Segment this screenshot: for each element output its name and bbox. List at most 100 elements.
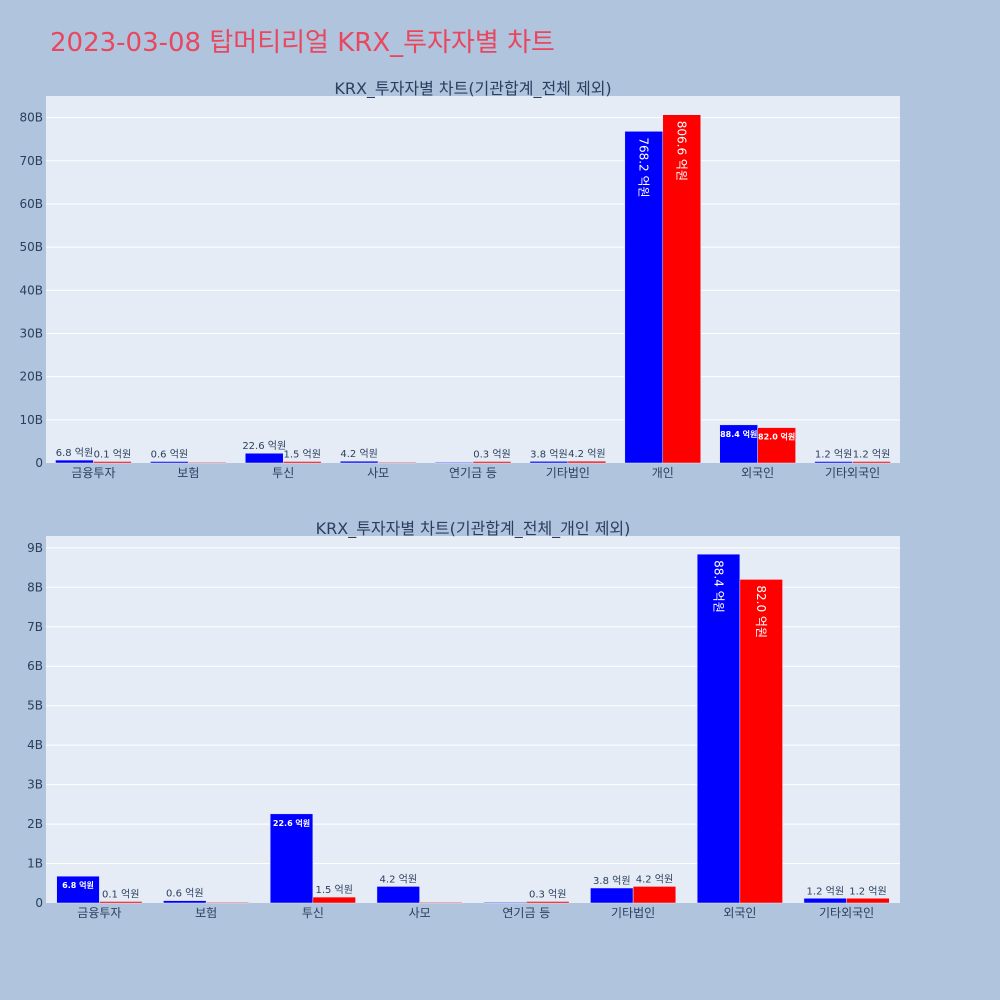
x-tick-label: 보험: [195, 906, 217, 920]
chart-title: KRX_투자자별 차트(기관합계_전체_개인 제외): [316, 519, 631, 539]
bar: [624, 131, 664, 464]
bar: [434, 461, 474, 464]
bar: [739, 579, 783, 904]
bar: [472, 461, 512, 464]
x-tick-label: 기타법인: [611, 906, 655, 920]
data-label: 1.5 억원: [283, 449, 320, 461]
bar: [188, 461, 227, 464]
bar: [376, 886, 420, 904]
bar: [419, 901, 463, 904]
data-label: 768.2 억원: [637, 137, 651, 197]
data-label: 82.0 억원: [758, 432, 795, 442]
y-tick-label: 8B: [27, 580, 43, 594]
x-tick-label: 외국인: [723, 906, 756, 920]
x-tick-label: 투신: [302, 906, 324, 920]
data-label: 6.8 억원: [56, 447, 93, 459]
bar: [282, 461, 322, 464]
bar: [312, 896, 356, 904]
y-tick-label: 9B: [27, 541, 43, 555]
plot-area: [46, 96, 900, 463]
bar: [55, 459, 94, 464]
x-tick-label: 금융투자: [71, 466, 115, 480]
x-tick-label: 개인: [652, 466, 674, 480]
bar: [632, 886, 677, 904]
data-label: 806.6 억원: [675, 121, 689, 181]
data-label: 0.6 억원: [166, 888, 203, 900]
bar: [339, 460, 379, 464]
data-label: 1.2 억원: [815, 449, 852, 461]
x-tick-label: 기타외국인: [825, 466, 880, 480]
bar: [245, 452, 284, 464]
data-label: 88.4 억원: [720, 429, 757, 439]
y-tick-label: 60B: [19, 197, 43, 211]
data-label: 4.2 억원: [340, 448, 377, 460]
bar: [269, 813, 314, 904]
y-tick-label: 6B: [27, 659, 43, 673]
data-label: 3.8 억원: [530, 448, 567, 460]
bar: [205, 901, 250, 904]
y-tick-label: 4B: [27, 738, 43, 752]
bar: [150, 461, 189, 464]
bar: [526, 901, 570, 904]
chart-top: KRX_투자자별 차트(기관합계_전체 제외) 0 10B 20B 30B 40B 50B 6…: [19, 79, 900, 480]
data-label: 82.0 억원: [754, 585, 768, 638]
bar: [56, 875, 100, 904]
page-title: 2023-03-08 탑머티리얼 KRX_투자자별 차트: [50, 28, 555, 58]
y-tick-label: 80B: [19, 111, 43, 125]
y-tick-label: 3B: [27, 778, 43, 792]
y-tick-label: 50B: [19, 240, 43, 254]
y-tick-label: 7B: [27, 620, 43, 634]
y-tick-label: 40B: [19, 283, 43, 297]
bar: [814, 461, 853, 464]
bar: [163, 900, 207, 904]
y-tick-label: 30B: [19, 326, 43, 340]
x-tick-label: 사모: [409, 906, 431, 920]
data-label: 0.1 억원: [94, 449, 131, 461]
data-label: 22.6 억원: [242, 440, 286, 452]
bar: [846, 898, 890, 904]
bar: [852, 461, 891, 464]
y-tick-label: 2B: [27, 817, 43, 831]
bar: [696, 553, 741, 904]
chart-title: KRX_투자자별 차트(기관합계_전체 제외): [334, 79, 611, 99]
data-label: 6.8 억원: [62, 880, 94, 890]
y-tick-label: 0: [35, 896, 43, 910]
y-tick-label: 0: [35, 456, 43, 470]
data-label: 22.6 억원: [273, 818, 310, 828]
data-label: 3.8 억원: [593, 875, 630, 887]
data-label: 1.2 억원: [853, 449, 890, 461]
bar: [662, 114, 701, 464]
x-tick-label: 사모: [367, 466, 389, 480]
y-tick-label: 1B: [27, 857, 43, 871]
x-tick-label: 기타외국인: [819, 906, 874, 920]
bar: [757, 427, 796, 464]
y-tick-label: 70B: [19, 154, 43, 168]
x-tick-label: 연기금 등: [502, 906, 550, 920]
x-tick-label: 투신: [272, 466, 294, 480]
x-tick-label: 금융투자: [77, 906, 121, 920]
data-label: 4.2 억원: [568, 448, 605, 460]
bar: [377, 461, 417, 464]
bar: [483, 901, 527, 904]
data-label: 0.1 억원: [102, 889, 139, 901]
data-label: 0.6 억원: [151, 449, 188, 461]
x-tick-label: 기타법인: [546, 466, 590, 480]
x-tick-label: 연기금 등: [449, 466, 497, 480]
data-label: 4.2 억원: [636, 873, 673, 885]
data-label: 0.3 억원: [473, 449, 510, 461]
data-label: 1.2 억원: [849, 885, 886, 897]
bar: [99, 901, 143, 904]
data-label: 1.5 억원: [315, 884, 352, 896]
x-tick-label: 외국인: [741, 466, 774, 480]
bar: [567, 460, 607, 464]
data-label: 88.4 억원: [711, 560, 725, 613]
bar: [590, 887, 634, 904]
bar: [803, 898, 847, 904]
y-tick-label: 20B: [19, 370, 43, 384]
y-tick-label: 5B: [27, 699, 43, 713]
chart-bottom: KRX_투자자별 차트(기관합계_전체_개인 제외) 0 1B 2B 3B 4B 5B 6B 7…: [27, 519, 900, 920]
x-tick-label: 보험: [177, 466, 199, 480]
data-label: 4.2 억원: [380, 873, 417, 885]
bar: [93, 461, 132, 464]
data-label: 1.2 억원: [807, 885, 844, 897]
